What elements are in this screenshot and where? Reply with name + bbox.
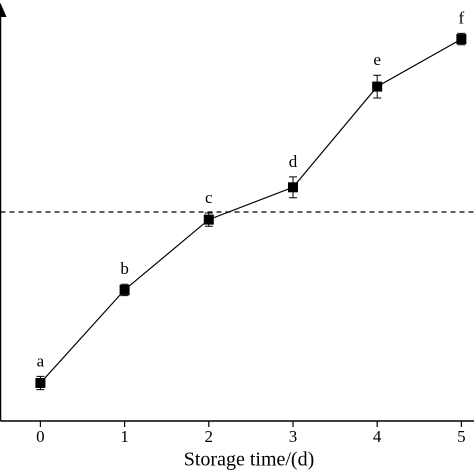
x-tick-label: 5 [457,427,466,446]
data-label: e [373,50,381,69]
x-tick-label: 4 [373,427,382,446]
data-point [203,214,214,225]
data-label: f [459,8,465,27]
x-tick-label: 2 [205,427,214,446]
data-point [35,378,46,388]
data-label: c [205,188,213,207]
data-label: d [289,152,298,171]
data-point [119,284,130,295]
x-tick-label: 3 [289,427,298,446]
data-point [372,81,383,92]
x-axis-label: Storage time/(d) [184,449,315,471]
y-axis-arrow [0,3,7,17]
data-point [456,34,467,45]
data-label: a [37,351,45,370]
data-label: b [120,259,129,278]
series-line [39,38,462,384]
x-tick-label: 1 [120,427,129,446]
data-point [287,182,298,193]
x-tick-label: 0 [36,427,45,446]
